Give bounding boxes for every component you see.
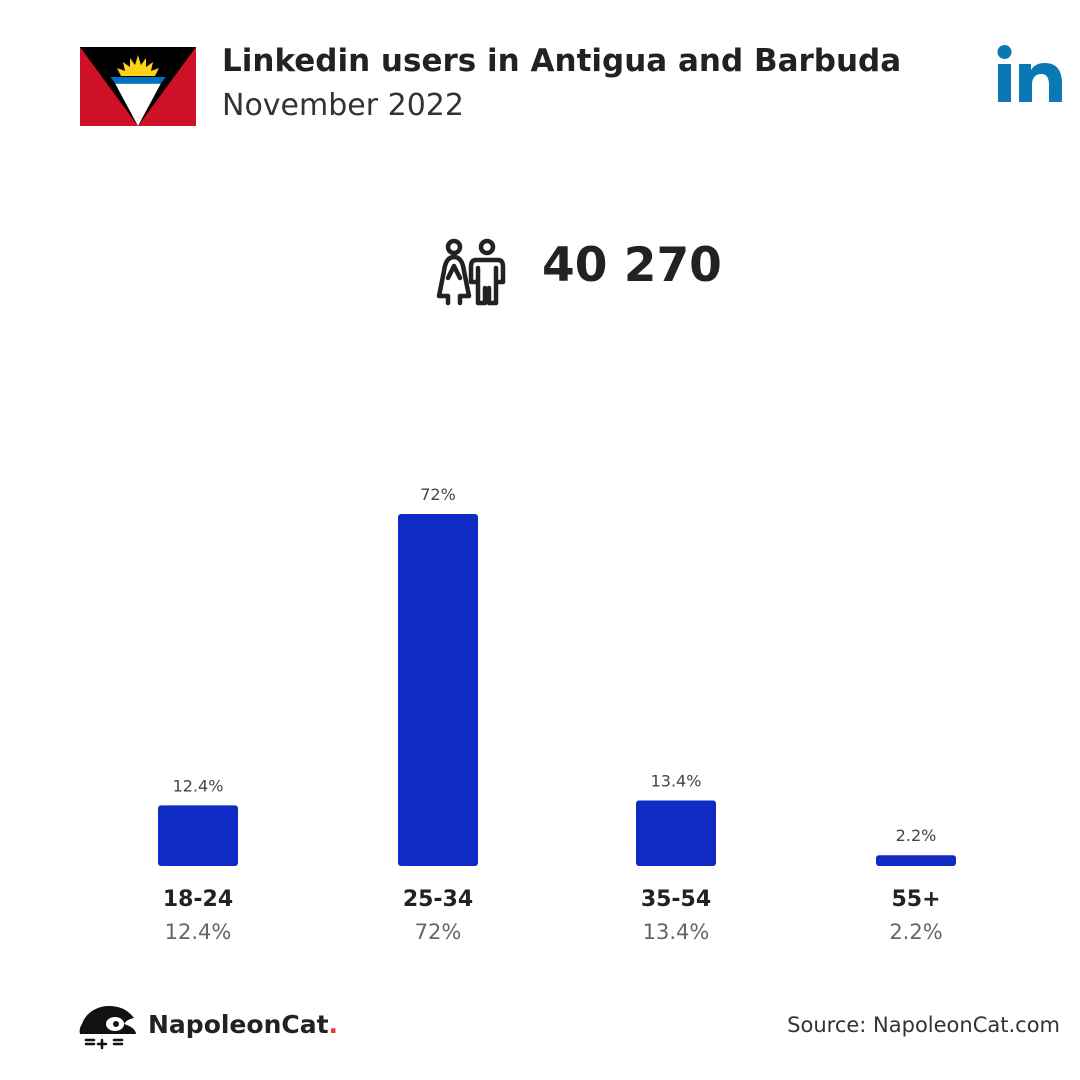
bar-35-54	[636, 800, 716, 866]
page-title: Linkedin users in Antigua and Barbuda	[222, 43, 902, 79]
bar-value-label: 2.2%	[896, 826, 937, 845]
category-label: 55+	[891, 887, 940, 912]
bar-value-label: 12.4%	[173, 776, 224, 795]
category-label: 18-24	[163, 887, 233, 912]
category-percent-label: 2.2%	[889, 920, 942, 944]
category-label: 25-34	[403, 887, 473, 912]
source-label: Source: NapoleonCat.com	[787, 1013, 1060, 1037]
bar-25-34	[398, 514, 478, 866]
users-icon	[436, 238, 506, 306]
category-percent-label: 13.4%	[643, 920, 710, 944]
category-label: 35-54	[641, 887, 711, 912]
bar-55+	[876, 855, 956, 866]
bar-value-label: 13.4%	[651, 771, 702, 790]
category-percent-label: 72%	[415, 920, 462, 944]
bar-value-label: 72%	[420, 485, 456, 504]
antigua-barbuda-flag-icon	[80, 47, 196, 126]
brand-dot: .	[328, 1010, 339, 1039]
page-subtitle: November 2022	[222, 88, 464, 123]
bar-18-24	[158, 805, 238, 866]
total-users-value: 40 270	[542, 238, 722, 293]
brand-name: NapoleonCat.	[148, 1010, 339, 1039]
category-percent-label: 12.4%	[165, 920, 232, 944]
linkedin-logo-icon	[997, 45, 1062, 102]
napoleoncat-logo-icon	[79, 1006, 136, 1050]
